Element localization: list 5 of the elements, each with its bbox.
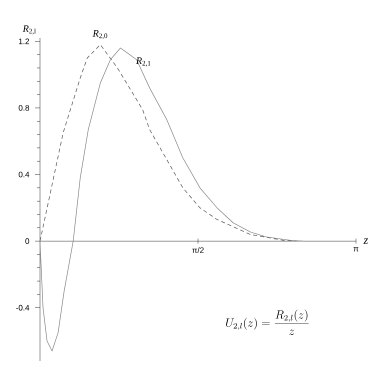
series-label: R$_{2,1}$: [136, 57, 150, 67]
annotation: $U_{2,l}(z)=\frac{R_{2,l}(z)}{z}$: [226, 310, 309, 335]
x-axis-title: z: [363, 238, 368, 244]
series-label: R$_{2,0}$: [92, 30, 108, 40]
y-axis-title: R$_{2,l}$: [22, 25, 36, 34]
